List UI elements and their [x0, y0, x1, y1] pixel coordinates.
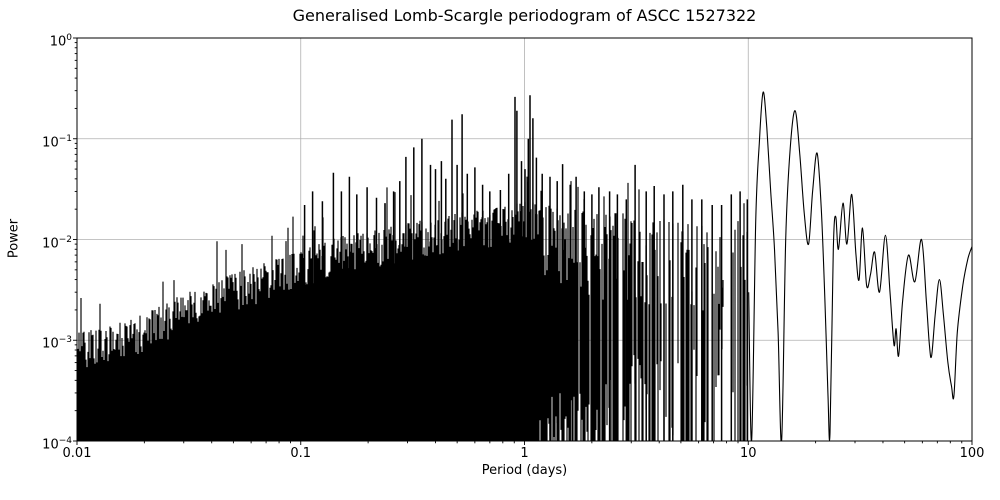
x-axis-label: Period (days) [481, 463, 568, 478]
spike-peaks [303, 95, 749, 441]
x-tick-label: 10 [739, 446, 757, 461]
x-tick-label: 0.01 [62, 446, 92, 461]
y-tick-label: 10−4 [42, 436, 72, 453]
x-tick-label: 100 [959, 446, 985, 461]
y-tick-label: 10−3 [42, 335, 72, 352]
chart-title: Generalised Lomb-Scargle periodogram of … [292, 6, 757, 25]
x-tick-label: 1 [520, 446, 529, 461]
plot-area [77, 91, 972, 441]
x-tick-label: 0.1 [290, 446, 312, 461]
smooth-curve [748, 91, 972, 441]
y-tick-label: 10−2 [42, 234, 72, 251]
y-tick-label: 100 [49, 33, 72, 50]
y-axis-label: Power [6, 218, 22, 259]
y-tick-label: 10−1 [42, 133, 72, 151]
axis-ticks [73, 37, 973, 445]
